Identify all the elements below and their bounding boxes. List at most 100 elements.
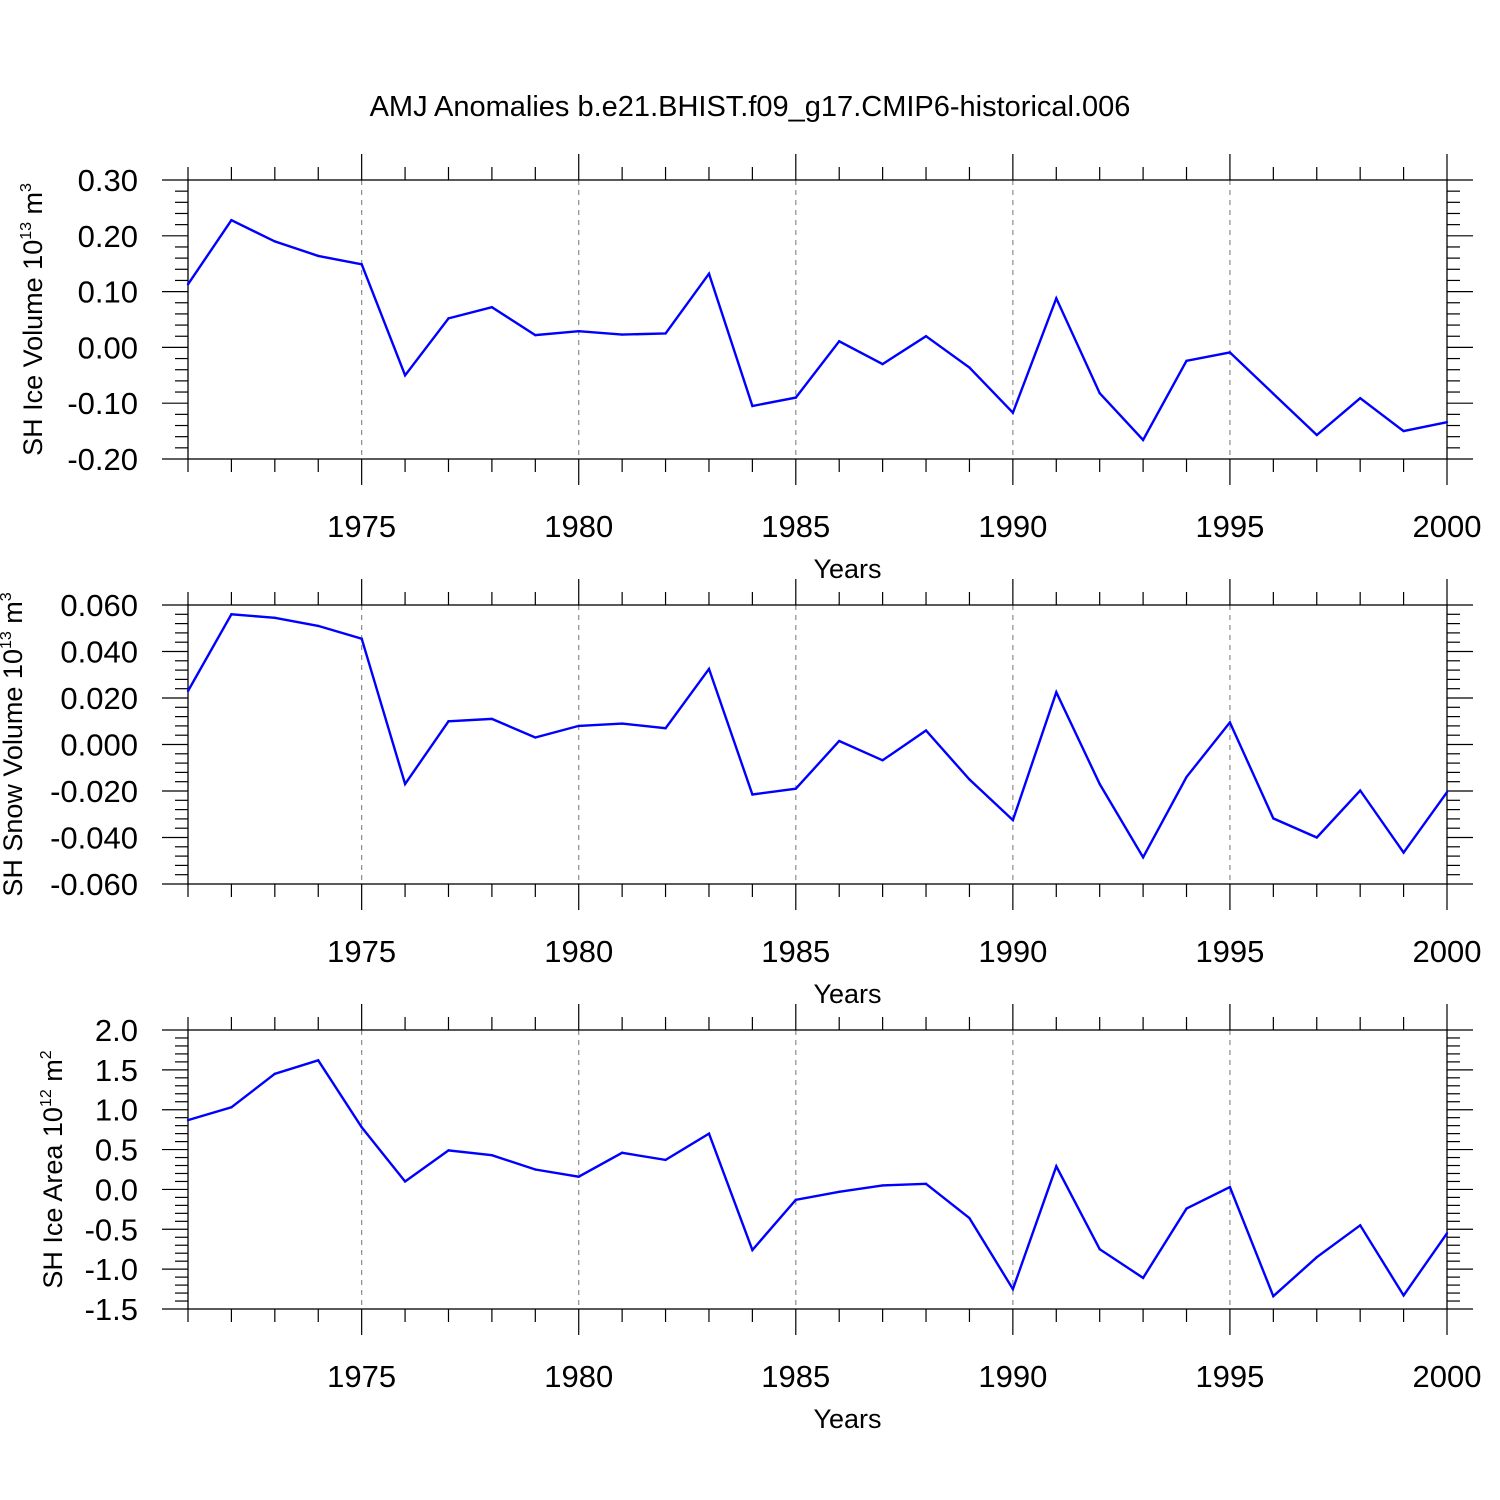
data-point bbox=[881, 1184, 884, 1187]
data-point bbox=[664, 727, 667, 730]
y-axis-title: SH Ice Area 1012 m2 bbox=[38, 1050, 68, 1288]
data-point bbox=[794, 1198, 797, 1201]
data-point bbox=[881, 759, 884, 762]
x-tick-label: 1985 bbox=[761, 509, 830, 544]
x-tick-label: 1995 bbox=[1195, 509, 1264, 544]
x-axis-title: Years bbox=[813, 554, 881, 584]
plot-frame bbox=[187, 1029, 1448, 1310]
x-tick-label: 1980 bbox=[544, 934, 613, 969]
y-tick-label: 0.000 bbox=[60, 728, 138, 763]
data-point bbox=[968, 1216, 971, 1220]
data-point bbox=[707, 272, 711, 275]
data-point bbox=[968, 778, 971, 781]
plot-frame bbox=[187, 179, 1448, 460]
data-point bbox=[794, 396, 797, 399]
y-tick-label: 1.0 bbox=[95, 1093, 138, 1128]
data-point bbox=[577, 724, 580, 728]
series-line bbox=[187, 218, 1448, 443]
data-point bbox=[1055, 297, 1058, 300]
data-point bbox=[707, 1132, 711, 1135]
data-point bbox=[490, 306, 494, 309]
data-point bbox=[360, 263, 363, 266]
y-axis-title-part: m bbox=[0, 601, 28, 631]
y-tick-label: 0.0 bbox=[95, 1172, 138, 1207]
x-axis-title: Years bbox=[813, 979, 881, 1009]
x-axis-title: Years bbox=[813, 1404, 881, 1434]
data-point bbox=[273, 616, 277, 619]
data-point bbox=[1228, 721, 1232, 724]
x-tick-label: 1990 bbox=[978, 509, 1047, 544]
data-point bbox=[1011, 818, 1015, 822]
data-point bbox=[924, 1182, 928, 1186]
y-tick-label: 0.00 bbox=[78, 330, 138, 365]
data-point bbox=[186, 689, 190, 693]
x-tick-label: 1975 bbox=[327, 1359, 396, 1394]
data-point bbox=[1358, 396, 1362, 400]
x-tick-label: 1975 bbox=[327, 934, 396, 969]
data-point bbox=[1141, 856, 1145, 859]
data-point bbox=[403, 374, 407, 377]
y-tick-label: -1.0 bbox=[85, 1252, 138, 1287]
x-tick-label: 1990 bbox=[978, 934, 1047, 969]
y-axis-title-part: m bbox=[18, 192, 48, 222]
data-point bbox=[751, 404, 754, 408]
y-tick-label: -0.040 bbox=[50, 821, 138, 856]
x-tick-label: 1995 bbox=[1195, 1359, 1264, 1394]
y-axis-title-part: SH Ice Volume 10 bbox=[18, 240, 48, 456]
data-point bbox=[620, 722, 624, 725]
y-axis-title-part: m bbox=[38, 1059, 68, 1089]
data-point bbox=[1098, 1248, 1101, 1251]
series-line bbox=[187, 1058, 1448, 1299]
x-tick-label: 1980 bbox=[544, 509, 613, 544]
data-point bbox=[360, 637, 363, 640]
data-point bbox=[1445, 420, 1449, 424]
panel-ice-volume: 1975 1980 1985 1990 1995 2000 Years 0.30 0.20 0.1… bbox=[18, 154, 1481, 584]
data-point bbox=[1185, 1207, 1188, 1210]
y-axis-title-superscript: 2 bbox=[38, 1050, 55, 1059]
data-point bbox=[1185, 775, 1188, 779]
data-point bbox=[924, 729, 928, 732]
data-point bbox=[273, 240, 277, 243]
data-point bbox=[403, 1180, 407, 1183]
data-point bbox=[620, 1151, 624, 1154]
data-point bbox=[838, 340, 841, 343]
x-tick-label: 2000 bbox=[1413, 509, 1482, 544]
x-tick-label: 1975 bbox=[327, 509, 396, 544]
data-point bbox=[1402, 851, 1405, 854]
data-point bbox=[186, 283, 190, 286]
y-tick-label: 0.5 bbox=[95, 1133, 138, 1168]
data-point bbox=[534, 333, 537, 337]
y-axis-title-superscript: 12 bbox=[38, 1089, 55, 1107]
y-tick-label: 0.020 bbox=[60, 681, 138, 716]
data-point bbox=[664, 1158, 667, 1162]
data-point bbox=[707, 667, 711, 671]
chart-title: AMJ Anomalies b.e21.BHIST.f09_g17.CMIP6-… bbox=[370, 91, 1131, 123]
y-axis-title: SH Snow Volume 1013 m3 bbox=[0, 592, 28, 896]
data-point bbox=[664, 332, 667, 335]
y-tick-label: 1.5 bbox=[95, 1053, 138, 1088]
data-point bbox=[1445, 1232, 1449, 1235]
data-point bbox=[186, 1118, 190, 1122]
y-axis-title-superscript: 13 bbox=[18, 222, 35, 240]
data-point bbox=[447, 317, 450, 320]
data-point bbox=[794, 787, 797, 790]
data-point bbox=[1315, 1255, 1318, 1259]
x-tick-label: 2000 bbox=[1413, 934, 1482, 969]
y-axis-title-superscript: 3 bbox=[18, 183, 35, 192]
y-tick-label: -0.5 bbox=[85, 1212, 138, 1247]
data-point bbox=[1315, 433, 1318, 437]
data-point bbox=[838, 1190, 841, 1194]
data-point bbox=[317, 254, 320, 258]
data-point bbox=[1055, 690, 1058, 694]
data-point bbox=[317, 1059, 320, 1062]
plot-frame bbox=[187, 604, 1448, 885]
data-point bbox=[273, 1072, 277, 1076]
data-point bbox=[1315, 836, 1318, 839]
x-tick-label: 1980 bbox=[544, 1359, 613, 1394]
data-point bbox=[881, 362, 884, 366]
data-point bbox=[620, 333, 624, 336]
data-point bbox=[1228, 1185, 1232, 1189]
y-tick-label: -0.10 bbox=[67, 386, 138, 421]
data-point bbox=[317, 624, 320, 628]
